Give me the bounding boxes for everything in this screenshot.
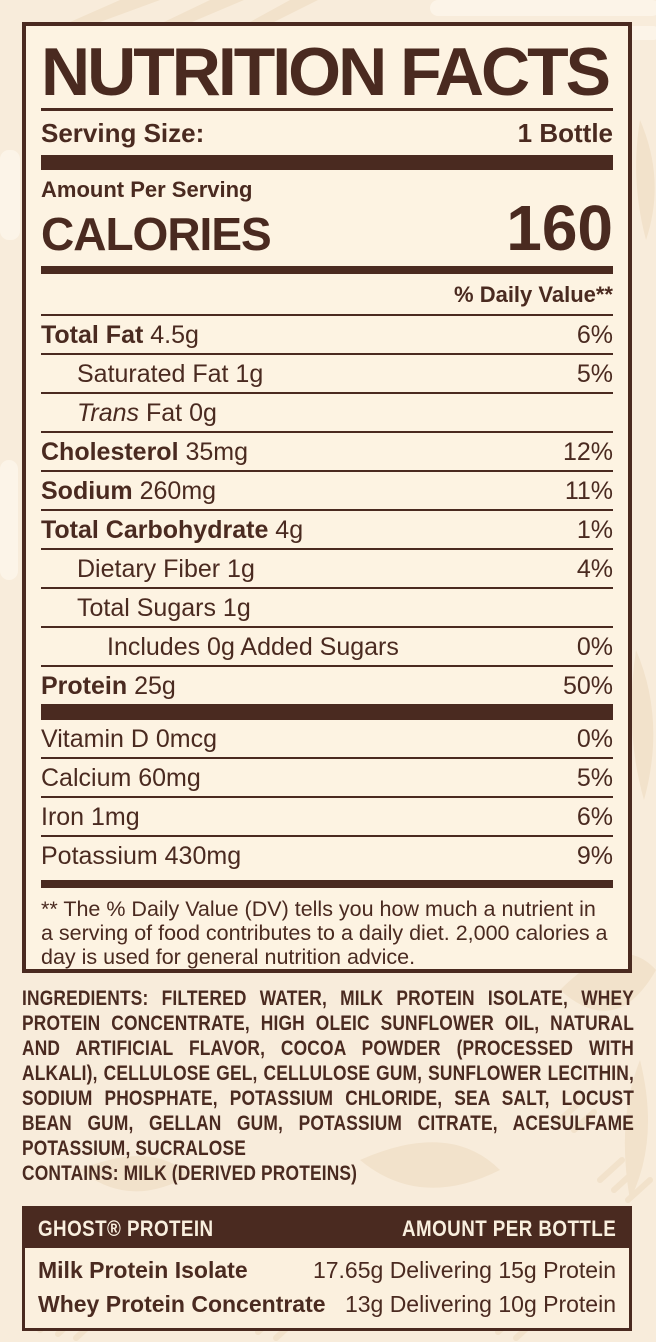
nutrient-name: Sodium 260mg [41, 477, 217, 505]
protein-table-rows: Milk Protein Isolate 17.65g Delivering 15… [25, 1248, 629, 1328]
daily-value-footnote: ** The % Daily Value (DV) tells you how … [41, 897, 608, 969]
divider-bar-thick [41, 704, 613, 720]
protein-source-name: Milk Protein Isolate [38, 1257, 248, 1283]
daily-value-percent: 11% [564, 477, 613, 505]
contains-statement: CONTAINS: MILK (DERIVED PROTEINS) [22, 1162, 358, 1185]
vitamin-rows: Vitamin D 0mcg 0% Calcium 60mg 5% Iron 1mg 6%… [41, 720, 613, 874]
protein-source-name: Whey Protein Concentrate [38, 1291, 326, 1317]
nutrient-row: Protein 25g 50% [41, 665, 613, 704]
daily-value-header: % Daily Value** [454, 282, 613, 307]
nutrient-name: Total Sugars 1g [77, 594, 251, 622]
daily-value-percent: 12% [562, 438, 613, 466]
nutrition-facts-panel: NUTRITION FACTS Serving Size: 1 Bottle A… [22, 22, 632, 973]
daily-value-percent: 50% [562, 672, 613, 700]
protein-table-header-right: AMOUNT PER BOTTLE [402, 1216, 617, 1241]
daily-value-percent: 5% [576, 764, 613, 792]
nutrient-row: Total Carbohydrate 4g 1% [41, 509, 613, 548]
daily-value-percent: 9% [576, 842, 613, 870]
nutrient-row: Includes 0g Added Sugars 0% [41, 626, 613, 665]
daily-value-percent: 4% [576, 555, 613, 583]
daily-value-percent: 6% [576, 803, 613, 831]
nutrient-row: Total Sugars 1g [41, 587, 613, 626]
nutrient-row: Potassium 430mg 9% [41, 835, 613, 874]
nutrient-row: Dietary Fiber 1g 4% [41, 548, 613, 587]
nutrient-name: Cholesterol 35mg [41, 438, 249, 466]
protein-source-amount: 13g Delivering 10g Protein [344, 1291, 616, 1317]
nutrient-name: Dietary Fiber 1g [77, 555, 255, 583]
serving-size-row: Serving Size: 1 Bottle [41, 117, 613, 155]
protein-table-row: Whey Protein Concentrate 13g Delivering 1… [25, 1287, 629, 1321]
serving-size-value: 1 Bottle [517, 118, 613, 148]
daily-value-percent: 6% [576, 321, 613, 349]
protein-table-header: GHOST® PROTEIN AMOUNT PER BOTTLE [25, 1209, 629, 1248]
nutrient-name: Total Fat 4.5g [41, 321, 199, 349]
nutrient-rows: Total Fat 4.5g 6% Saturated Fat 1g 5% Trans … [41, 314, 613, 704]
ingredients-section: INGREDIENTS: FILTERED WATER, MILK PROTEI… [22, 986, 634, 1186]
serving-size-label: Serving Size: [41, 118, 205, 148]
protein-table-header-left: GHOST® PROTEIN [38, 1216, 214, 1241]
calories-value: 160 [506, 192, 613, 264]
calories-row: CALORIES 160 [41, 192, 613, 264]
nutrient-row: Cholesterol 35mg 12% [41, 431, 613, 470]
protein-source-amount: 17.65g Delivering 15g Protein [312, 1257, 616, 1283]
nutrient-name: Trans Fat 0g [77, 399, 217, 427]
amount-per-serving-label: Amount Per Serving [41, 177, 253, 202]
nutrient-name: Total Carbohydrate 4g [41, 516, 304, 544]
nutrition-facts-title: NUTRITION FACTS [41, 38, 611, 106]
ingredients-label: INGREDIENTS: [22, 987, 149, 1010]
nutrient-name: Calcium 60mg [41, 764, 201, 792]
nutrient-row: Iron 1mg 6% [41, 796, 613, 835]
divider-thin [41, 108, 613, 111]
divider-bar-thick [41, 155, 613, 170]
nutrient-name: Includes 0g Added Sugars [107, 633, 399, 661]
daily-value-percent: 0% [576, 633, 613, 661]
ingredients-text: FILTERED WATER, MILK PROTEIN ISOLATE, WH… [22, 987, 634, 1160]
nutrient-name: Potassium 430mg [41, 842, 242, 870]
nutrient-name: Vitamin D 0mcg [41, 725, 217, 753]
nutrient-name: Iron 1mg [41, 803, 140, 831]
nutrient-name: Protein 25g [41, 672, 176, 700]
divider-heavy [41, 266, 613, 274]
divider-heavy [41, 880, 613, 888]
calories-label: CALORIES [41, 208, 272, 260]
ghost-protein-table: GHOST® PROTEIN AMOUNT PER BOTTLE Milk Pr… [22, 1206, 632, 1331]
nutrient-row: Total Fat 4.5g 6% [41, 314, 613, 353]
daily-value-percent: 0% [576, 725, 613, 753]
nutrient-row: Sodium 260mg 11% [41, 470, 613, 509]
nutrient-row: Vitamin D 0mcg 0% [41, 720, 613, 757]
protein-table-row: Milk Protein Isolate 17.65g Delivering 15… [25, 1253, 629, 1287]
nutrient-row: Trans Fat 0g [41, 392, 613, 431]
nutrient-row: Calcium 60mg 5% [41, 757, 613, 796]
daily-value-percent: 5% [576, 360, 613, 388]
nutrient-row: Saturated Fat 1g 5% [41, 353, 613, 392]
nutrient-name: Saturated Fat 1g [77, 360, 264, 388]
daily-value-percent: 1% [576, 516, 613, 544]
